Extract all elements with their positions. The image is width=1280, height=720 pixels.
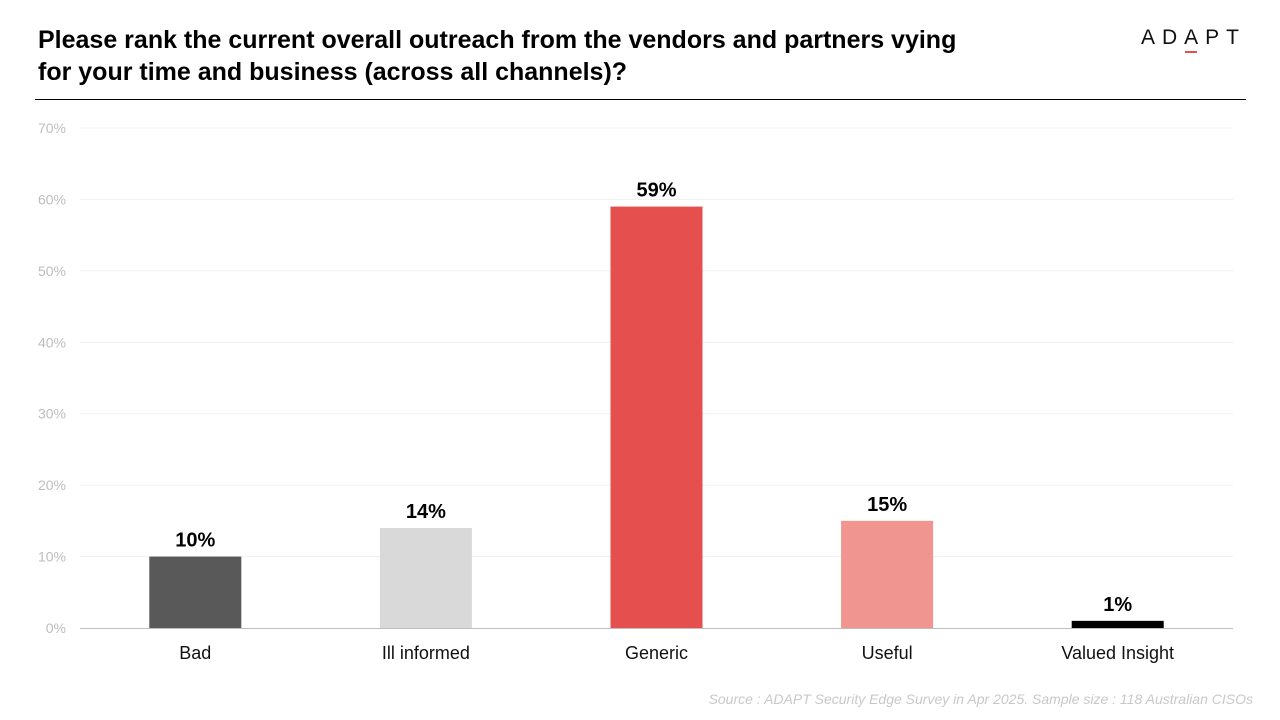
title-line-2: for your time and business (across all c… <box>38 58 628 86</box>
y-tick-label: 0% <box>46 620 66 636</box>
bars <box>149 206 1164 629</box>
bar-value-label: 10% <box>175 530 215 552</box>
bar-value-label: 14% <box>406 501 446 523</box>
bar-value-label: 15% <box>867 494 907 516</box>
title-line-1: Please rank the current overall outreach… <box>38 26 957 54</box>
bar-value-label: 1% <box>1103 594 1132 616</box>
x-tick-label: Useful <box>862 643 913 663</box>
source-note: Source : ADAPT Security Edge Survey in A… <box>708 691 1253 707</box>
x-tick-label: Bad <box>179 643 211 663</box>
x-tick-label: Valued Insight <box>1061 643 1174 663</box>
bar-generic <box>610 206 703 629</box>
bar-bad <box>149 556 242 628</box>
x-tick-label: Ill informed <box>382 643 470 663</box>
bar-value-labels: 10% 14% 59% 15% 1% <box>175 180 1132 616</box>
y-tick-label: 60% <box>38 191 66 207</box>
page-title: Please rank the current overall outreach… <box>38 24 1038 88</box>
bar-valued-insight <box>1071 620 1164 628</box>
x-axis-ticks: Bad Ill informed Generic Useful Valued Insig… <box>179 643 1174 663</box>
bar-value-label: 59% <box>636 180 676 202</box>
y-axis-ticks: 0% 10% 20% 30% 40% 50% 60% 70% <box>38 120 66 636</box>
bar-ill-informed <box>379 528 472 628</box>
bar-useful <box>841 520 934 628</box>
adapt-logo: ADAPT <box>1140 26 1246 53</box>
y-tick-label: 20% <box>38 477 66 493</box>
y-tick-label: 40% <box>38 334 66 350</box>
y-tick-label: 70% <box>38 120 66 136</box>
y-tick-label: 50% <box>38 263 66 279</box>
x-tick-label: Generic <box>625 643 688 663</box>
y-tick-label: 30% <box>38 406 66 422</box>
title-divider <box>35 99 1246 100</box>
y-tick-label: 10% <box>38 549 66 565</box>
